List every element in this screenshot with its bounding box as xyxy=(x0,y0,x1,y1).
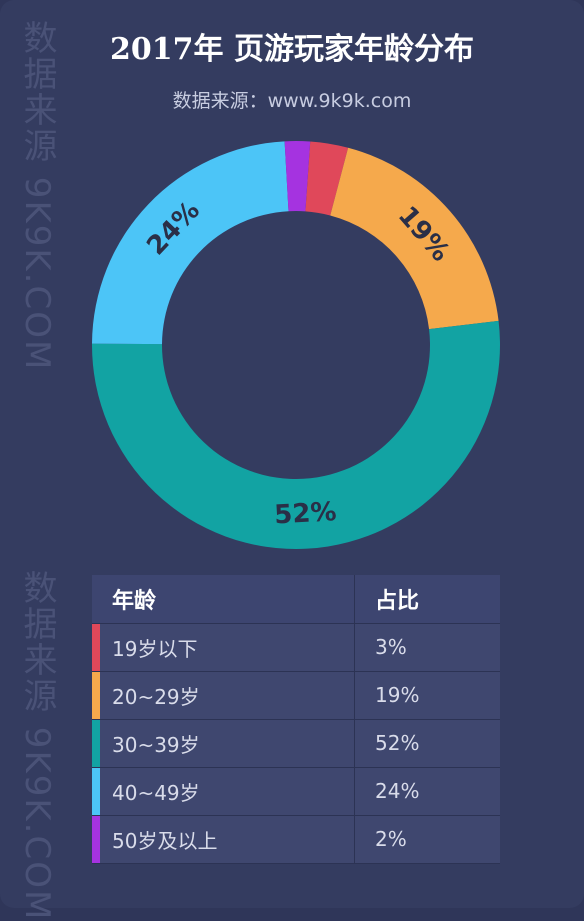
table-row: 20~29岁 19% xyxy=(92,671,500,720)
donut-slice-2 xyxy=(330,147,499,330)
table-cell-value: 24% xyxy=(354,767,500,816)
donut-slice-5 xyxy=(284,141,311,212)
donut-slice-4 xyxy=(92,141,289,345)
row-label: 19岁以下 xyxy=(112,636,198,661)
chart-subtitle: 数据来源：www.9k9k.com xyxy=(172,90,412,112)
color-swatch xyxy=(92,767,100,815)
donut-chart: 19%52%24% xyxy=(92,141,500,549)
slice-data-label: 52% xyxy=(274,497,338,530)
data-table: 年龄 占比 19岁以下 3% 20~29岁 19% 30~39岁 52% 40~… xyxy=(92,575,500,864)
color-swatch xyxy=(92,623,100,671)
row-label: 40~49岁 xyxy=(112,780,200,805)
table-cell-value: 19% xyxy=(354,671,500,720)
table-header-row: 年龄 占比 xyxy=(92,575,500,624)
table-row: 50岁及以上 2% xyxy=(92,815,500,864)
watermark: 数据来源 9K9K.COM xyxy=(17,570,57,921)
row-label: 30~39岁 xyxy=(112,732,200,757)
row-label: 20~29岁 xyxy=(112,684,200,709)
table-header-age: 年龄 xyxy=(92,575,355,624)
table-cell-label: 30~39岁 xyxy=(92,719,355,768)
table-cell-value: 2% xyxy=(354,815,500,864)
table-row: 40~49岁 24% xyxy=(92,767,500,816)
color-swatch xyxy=(92,815,100,863)
donut-slice-1 xyxy=(305,141,349,216)
chart-title: 2017年 页游玩家年龄分布 xyxy=(110,32,474,67)
table-cell-label: 50岁及以上 xyxy=(92,815,355,864)
table-header-share: 占比 xyxy=(354,575,500,624)
color-swatch xyxy=(92,671,100,719)
table-cell-label: 20~29岁 xyxy=(92,671,355,720)
donut-slice-3 xyxy=(92,320,500,549)
table-cell-value: 52% xyxy=(354,719,500,768)
table-row: 19岁以下 3% xyxy=(92,623,500,672)
watermark: 数据来源 9K9K.COM xyxy=(17,20,57,372)
table-cell-value: 3% xyxy=(354,623,500,672)
table-cell-label: 19岁以下 xyxy=(92,623,355,672)
row-label: 50岁及以上 xyxy=(112,828,218,853)
table-cell-label: 40~49岁 xyxy=(92,767,355,816)
color-swatch xyxy=(92,719,100,767)
table-row: 30~39岁 52% xyxy=(92,719,500,768)
